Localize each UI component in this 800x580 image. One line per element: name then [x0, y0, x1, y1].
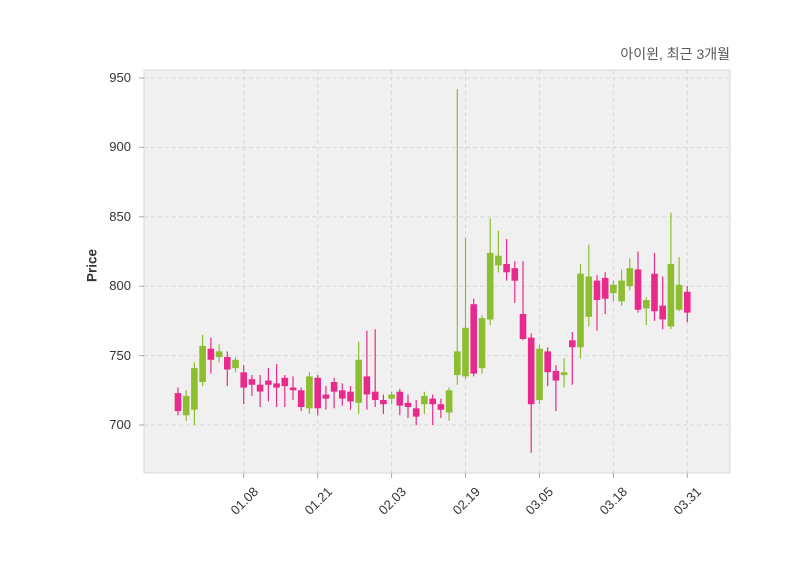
- candle-body[interactable]: [297, 390, 305, 407]
- candle-body[interactable]: [232, 359, 239, 369]
- candle-body[interactable]: [314, 377, 321, 409]
- candle-body[interactable]: [256, 384, 264, 392]
- candle-body[interactable]: [412, 408, 420, 417]
- candle-body[interactable]: [207, 348, 215, 360]
- candle-body[interactable]: [634, 269, 642, 310]
- candle-body[interactable]: [511, 268, 519, 281]
- candle-body[interactable]: [503, 264, 510, 273]
- candle-body[interactable]: [544, 351, 551, 373]
- y-tick-label: 800: [109, 278, 131, 293]
- candle-body[interactable]: [495, 255, 502, 266]
- candle-body[interactable]: [224, 357, 231, 370]
- candle-body[interactable]: [536, 348, 543, 401]
- candle-body[interactable]: [248, 379, 256, 385]
- y-tick-label: 850: [109, 209, 131, 224]
- candle-body[interactable]: [380, 400, 387, 405]
- y-tick-label: 950: [109, 70, 131, 85]
- candle-body[interactable]: [527, 337, 535, 405]
- candle-body[interactable]: [240, 372, 247, 388]
- candle-body[interactable]: [281, 377, 289, 387]
- candle-body[interactable]: [355, 359, 362, 403]
- candle-body[interactable]: [601, 277, 609, 299]
- candle-body[interactable]: [363, 376, 371, 395]
- candle-body[interactable]: [560, 372, 568, 376]
- candle-body[interactable]: [454, 351, 461, 375]
- candle-body[interactable]: [437, 404, 445, 410]
- candle-body[interactable]: [675, 284, 683, 310]
- candle-body[interactable]: [371, 391, 379, 400]
- candle-body[interactable]: [306, 376, 313, 409]
- candle-body[interactable]: [610, 284, 617, 294]
- candle-body[interactable]: [330, 382, 338, 392]
- candle-body[interactable]: [462, 327, 469, 377]
- candle-body[interactable]: [273, 383, 280, 388]
- candle-body[interactable]: [182, 395, 190, 416]
- candle-body[interactable]: [519, 314, 527, 339]
- candle-body[interactable]: [618, 280, 625, 302]
- candle-body[interactable]: [174, 393, 182, 412]
- candle-body[interactable]: [478, 318, 486, 369]
- candle-body[interactable]: [626, 268, 634, 287]
- candle-body[interactable]: [470, 304, 477, 374]
- candle-body[interactable]: [404, 402, 412, 407]
- candle-body[interactable]: [396, 391, 404, 406]
- candle-body[interactable]: [684, 291, 691, 313]
- candle-body[interactable]: [445, 390, 453, 413]
- candle-body[interactable]: [659, 305, 666, 320]
- candle-body[interactable]: [651, 273, 658, 312]
- candle-body[interactable]: [429, 398, 436, 405]
- candle-body[interactable]: [339, 390, 346, 399]
- candle-body[interactable]: [322, 394, 330, 399]
- candle-body[interactable]: [569, 340, 576, 348]
- candle-body[interactable]: [215, 351, 223, 357]
- candle-body[interactable]: [643, 300, 650, 309]
- y-tick-label: 700: [109, 417, 131, 432]
- candle-body[interactable]: [486, 252, 494, 320]
- candle-body[interactable]: [585, 276, 593, 317]
- plot-background: [143, 69, 731, 474]
- chart-title: 아이윈, 최근 3개월: [620, 46, 730, 62]
- candle-body[interactable]: [199, 345, 206, 382]
- candle-body[interactable]: [667, 264, 675, 327]
- candle-body[interactable]: [593, 280, 601, 300]
- candle-body[interactable]: [577, 273, 584, 348]
- y-tick-label: 750: [109, 348, 131, 363]
- candle-body[interactable]: [191, 368, 198, 410]
- candle-body[interactable]: [289, 387, 297, 391]
- candle-body[interactable]: [552, 370, 560, 381]
- candle-body[interactable]: [265, 380, 272, 385]
- candle-body[interactable]: [421, 395, 428, 405]
- candle-body[interactable]: [388, 394, 395, 399]
- y-tick-label: 900: [109, 139, 131, 154]
- candle-body[interactable]: [347, 391, 354, 402]
